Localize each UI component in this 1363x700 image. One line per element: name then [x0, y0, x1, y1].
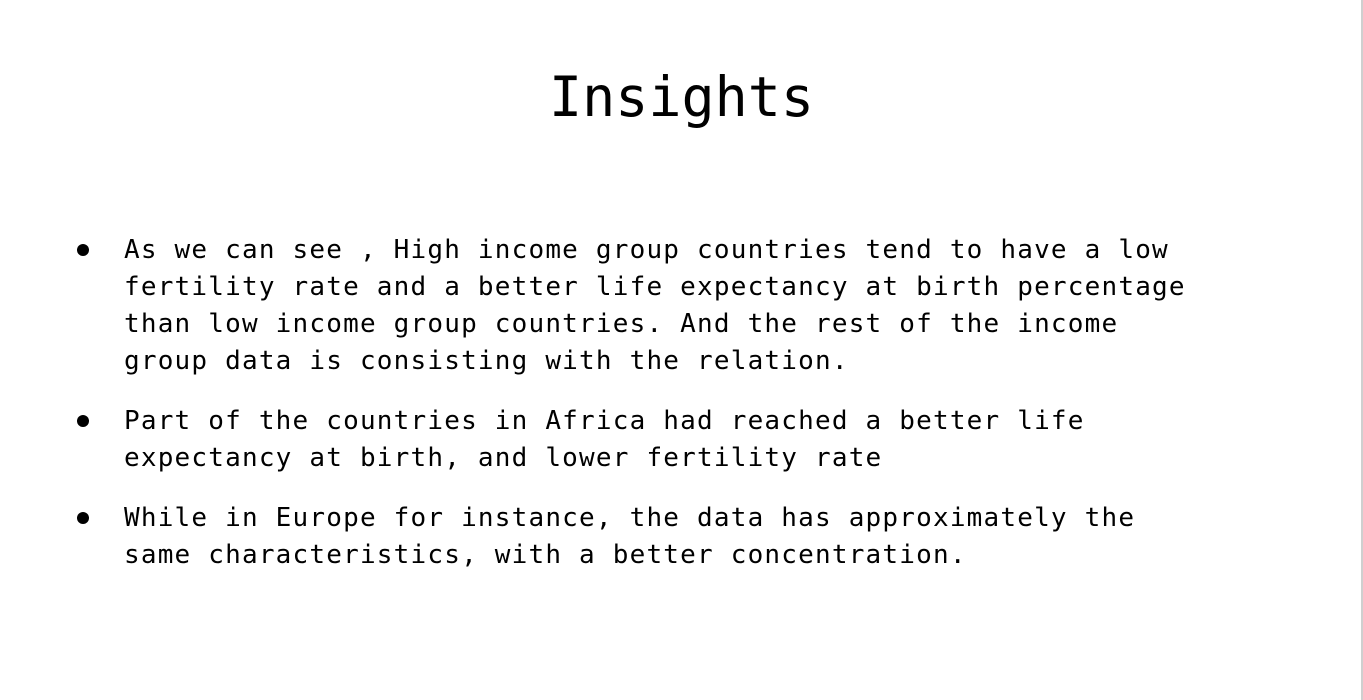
bullet-item: Part of the countries in Africa had reac…: [72, 403, 1332, 477]
bullet-dot-icon: [77, 512, 89, 524]
bullet-dot-icon: [77, 415, 89, 427]
bullet-item: While in Europe for instance, the data h…: [72, 500, 1332, 574]
bullet-list: As we can see , High income group countr…: [72, 232, 1332, 597]
slide-title: Insights: [549, 65, 814, 129]
bullet-item: As we can see , High income group countr…: [72, 232, 1332, 380]
bullet-text: While in Europe for instance, the data h…: [124, 503, 1136, 570]
slide-edge-divider: [1361, 0, 1363, 700]
bullet-text: As we can see , High income group countr…: [124, 235, 1186, 376]
bullet-dot-icon: [77, 244, 89, 256]
bullet-text: Part of the countries in Africa had reac…: [124, 406, 1085, 473]
